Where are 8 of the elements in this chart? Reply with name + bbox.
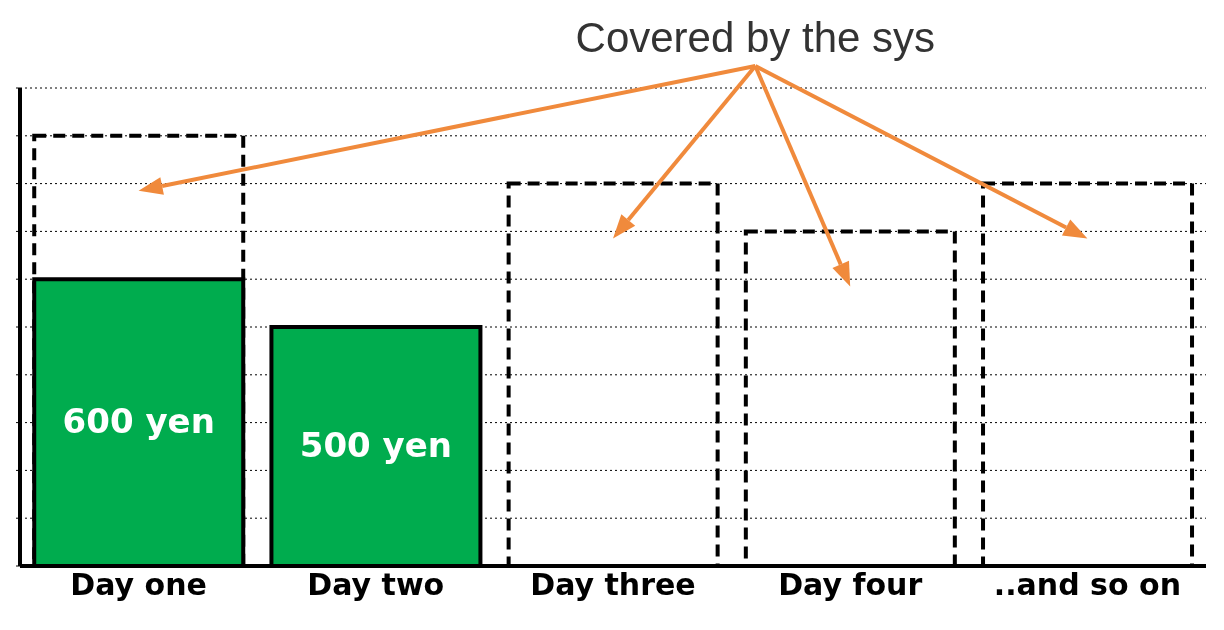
x-tick-label: Day two [307,567,445,603]
chart-title: Covered by the sys [575,14,936,61]
x-tick-label: Day four [778,567,923,603]
x-tick-label: Day three [530,567,696,603]
data-label: 600 yen [62,400,215,441]
x-tick-label: Day one [70,567,207,603]
data-label: 500 yen [299,424,453,465]
x-tick-label: ..and so on [993,567,1181,603]
